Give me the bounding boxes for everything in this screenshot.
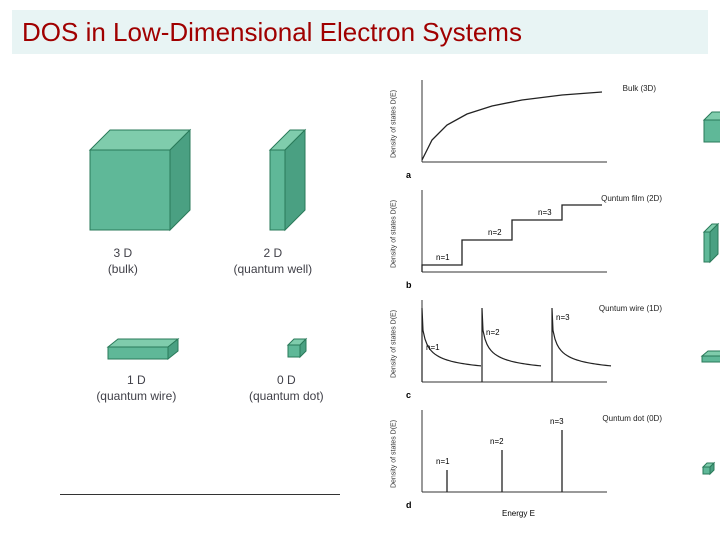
shape-0d-dot	[278, 327, 318, 367]
mini-slab-icon	[700, 222, 720, 266]
svg-text:n=1: n=1	[436, 457, 450, 466]
shape-1d-wire	[103, 327, 193, 367]
panel-letter-c: c	[406, 390, 411, 400]
plot-b-film: Density of states D(E) n=1n=2n=3 Quntum …	[392, 180, 702, 288]
svg-text:n=2: n=2	[490, 437, 504, 446]
shape-grid: 3 D (bulk) 2 D (quantum well) 1 D (quant…	[60, 100, 360, 404]
label-bulk3d: Bulk (3D)	[623, 84, 656, 93]
svg-text:n=2: n=2	[486, 328, 500, 337]
label-film2d: Quntum film (2D)	[601, 194, 662, 203]
panel-letter-b: b	[406, 280, 412, 290]
footer-divider	[60, 494, 340, 495]
svg-text:n=3: n=3	[556, 313, 570, 322]
xlabel: Energy E	[502, 509, 535, 518]
shape-3d-bulk	[80, 120, 210, 240]
mini-wire-icon	[700, 348, 720, 368]
label-2d: 2 D (quantum well)	[233, 246, 312, 277]
dos-plots: Density of states D(E) Bulk (3D) a Densi…	[392, 70, 702, 510]
label-0d: 0 D (quantum dot)	[249, 373, 324, 404]
mini-cube-icon	[700, 108, 720, 148]
panel-letter-d: d	[406, 500, 412, 510]
label-1d: 1 D (quantum wire)	[96, 373, 176, 404]
plot-d-dot: Density of states D(E) n=1n=2n=3 Quntum …	[392, 400, 702, 508]
plot-c-wire: Density of states D(E) n=1n=2n=3 Quntum …	[392, 290, 702, 398]
svg-text:n=2: n=2	[488, 228, 502, 237]
label-wire1d: Quntum wire (1D)	[599, 304, 662, 313]
shape-2d-well	[250, 120, 340, 240]
plot-a-bulk: Density of states D(E) Bulk (3D) a	[392, 70, 702, 178]
page-title: DOS in Low-Dimensional Electron Systems	[22, 17, 522, 48]
label-3d: 3 D (bulk)	[108, 246, 138, 277]
mini-dot-icon	[700, 460, 718, 478]
label-dot0d: Quntum dot (0D)	[602, 414, 662, 423]
svg-text:n=3: n=3	[550, 417, 564, 426]
svg-text:n=1: n=1	[426, 343, 440, 352]
title-bar: DOS in Low-Dimensional Electron Systems	[12, 10, 708, 54]
svg-text:n=3: n=3	[538, 208, 552, 217]
panel-letter-a: a	[406, 170, 411, 180]
svg-text:n=1: n=1	[436, 253, 450, 262]
